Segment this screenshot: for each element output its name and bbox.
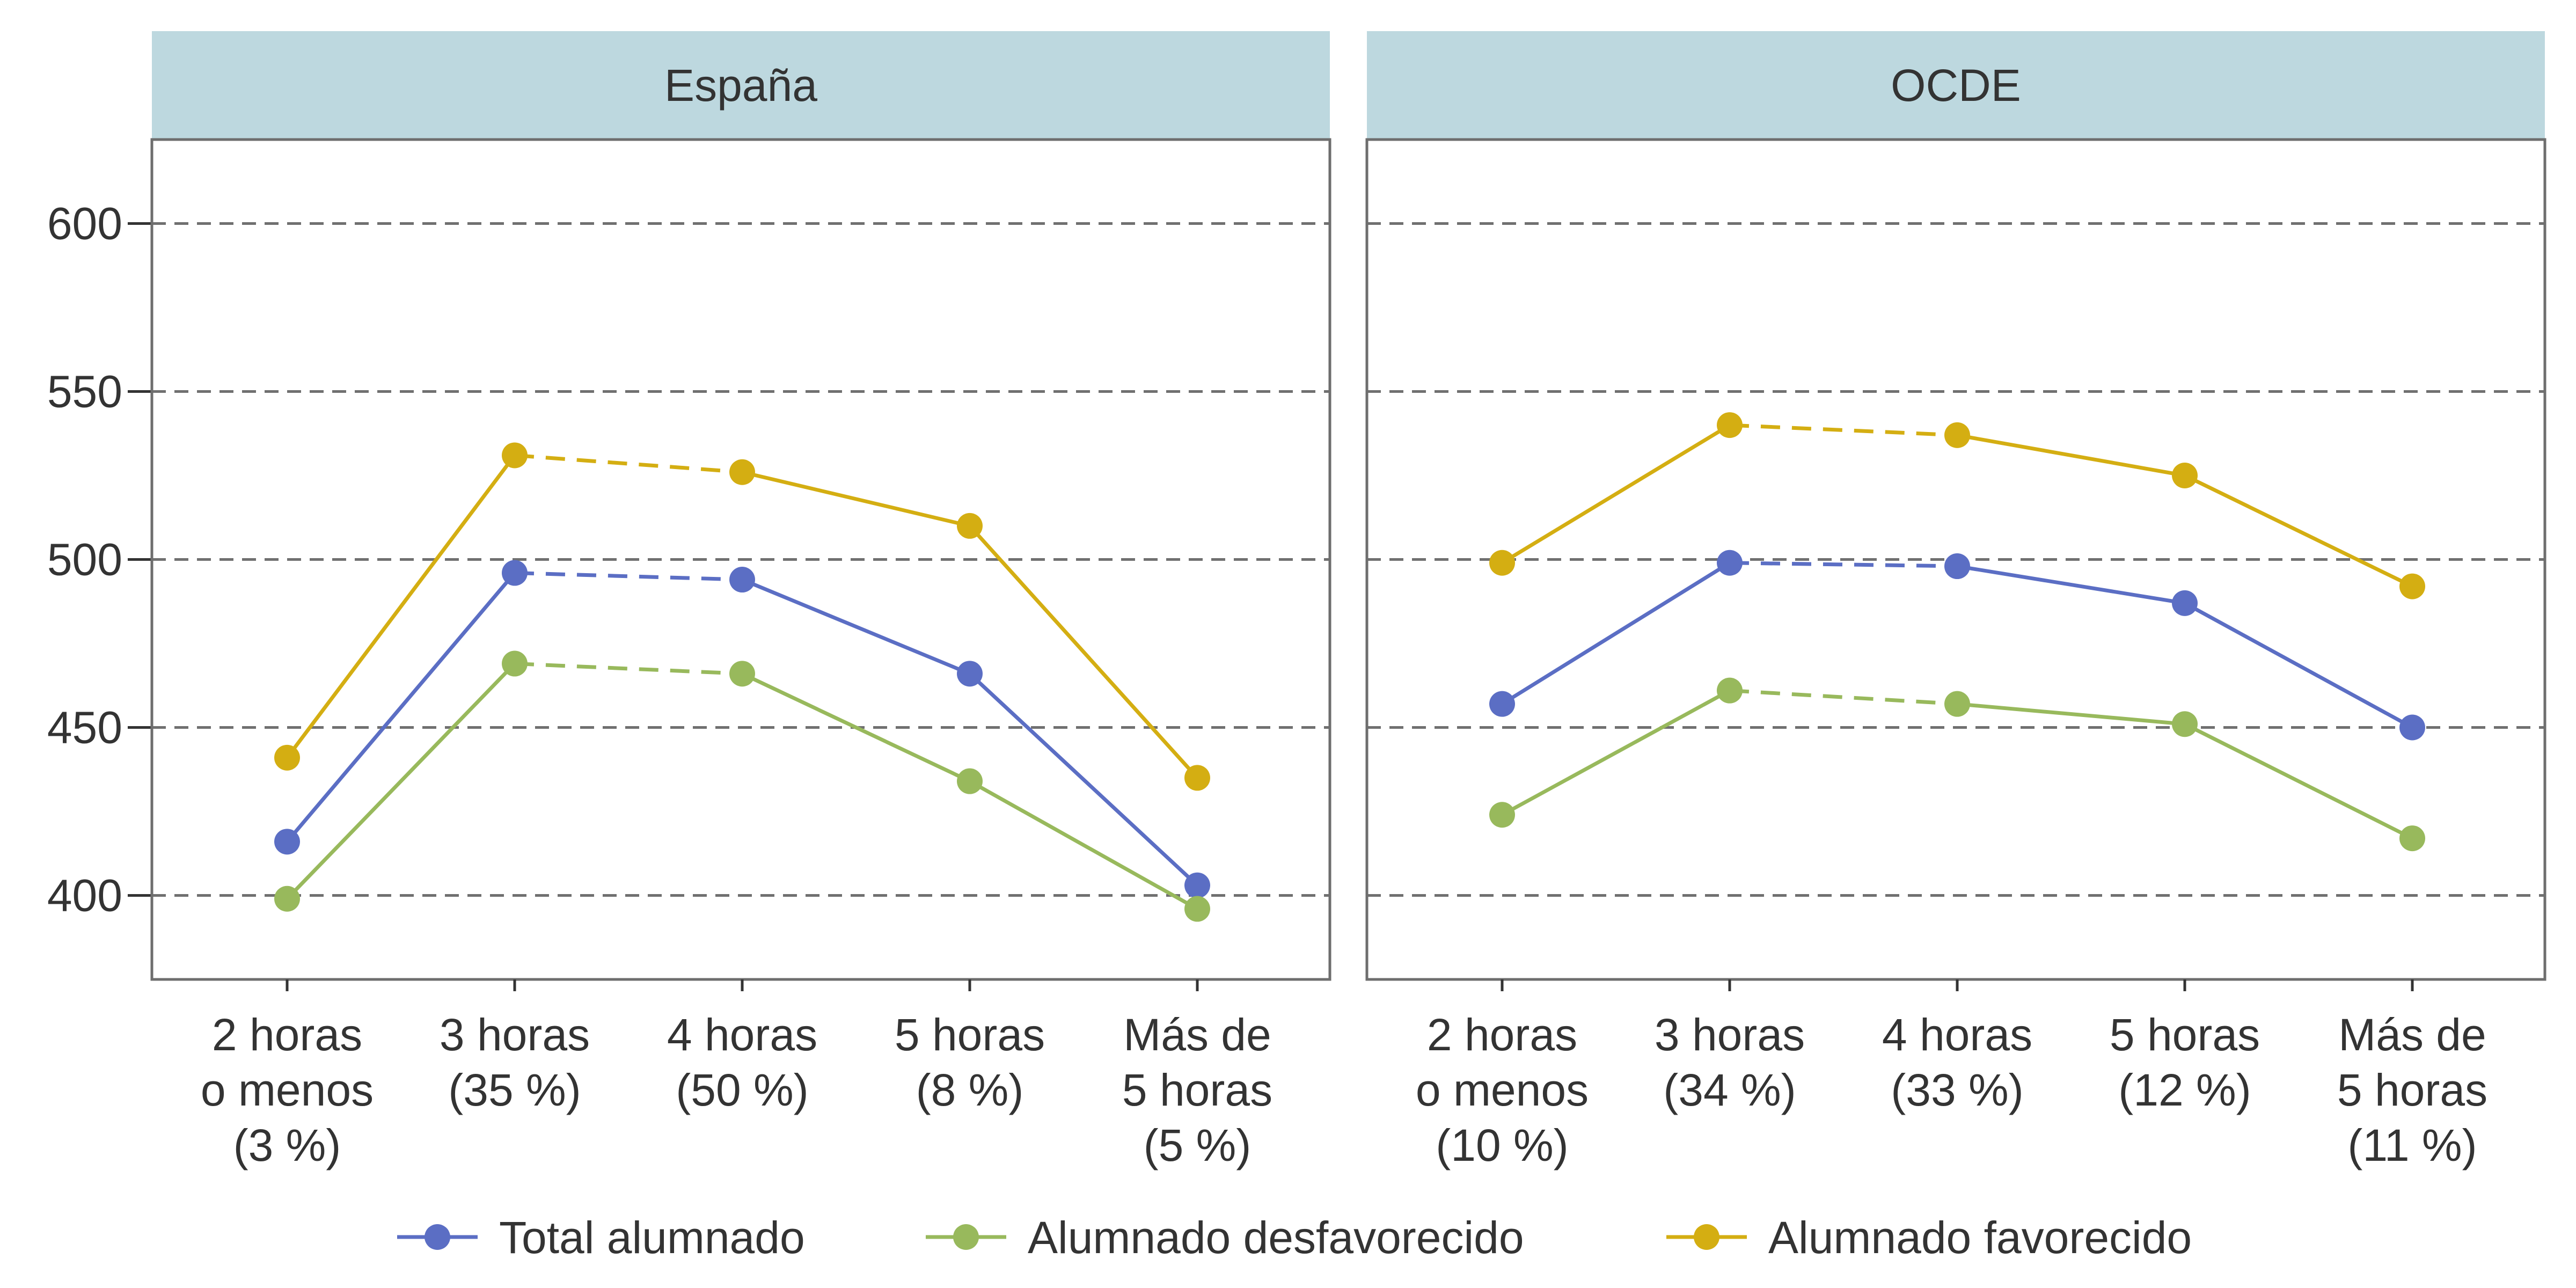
data-point-desfavorecido: [957, 768, 983, 794]
legend-label-total: Total alumnado: [499, 1212, 805, 1263]
x-category-label: 3 horas: [440, 1009, 590, 1060]
legend-label-desfavorecido: Alumnado desfavorecido: [1028, 1212, 1524, 1263]
panel-strip: [152, 31, 1330, 140]
x-category-label: 2 horas: [1427, 1009, 1577, 1060]
data-point-total: [1717, 550, 1743, 576]
data-point-favorecido: [1489, 550, 1515, 576]
x-category-label: 5 horas: [895, 1009, 1045, 1060]
series-line-favorecido: [1957, 433, 2185, 478]
series-line-total: [1957, 564, 2185, 605]
series-line-desfavorecido: [1729, 689, 1958, 706]
series-line-desfavorecido: [969, 779, 1198, 911]
x-category-label: (11 %): [2347, 1120, 2477, 1170]
panel-title: España: [664, 60, 817, 111]
series-line-desfavorecido: [2184, 722, 2413, 840]
data-point-total: [1944, 553, 1970, 580]
data-point-desfavorecido: [1717, 677, 1743, 704]
data-point-desfavorecido: [1184, 896, 1210, 922]
data-point-total: [502, 560, 528, 586]
series-line-favorecido: [1501, 423, 1731, 565]
data-point-favorecido: [274, 744, 300, 771]
data-point-total: [2399, 714, 2425, 741]
series-line-favorecido: [968, 524, 1199, 779]
data-point-total: [729, 567, 755, 593]
data-point-desfavorecido: [502, 650, 528, 677]
data-point-favorecido: [1717, 412, 1743, 438]
series-line-total: [741, 577, 971, 676]
series-line-total: [286, 572, 516, 843]
x-category-label: 4 horas: [1882, 1009, 2032, 1060]
x-category-label: (10 %): [1436, 1120, 1568, 1170]
data-point-desfavorecido: [274, 885, 300, 912]
x-category-label: (33 %): [1891, 1065, 2023, 1115]
x-category-label: (34 %): [1663, 1065, 1796, 1115]
legend: Total alumnado Alumnado desfavorecido Alum…: [397, 1212, 2192, 1263]
data-point-total: [274, 829, 300, 855]
y-tick-label: 550: [47, 367, 122, 417]
legend-key-point-desfavorecido: [953, 1224, 979, 1250]
data-point-total: [1184, 872, 1210, 898]
data-point-total: [957, 661, 983, 687]
series-line-favorecido: [742, 470, 970, 528]
x-category-label: 5 horas: [1122, 1065, 1272, 1115]
series-line-desfavorecido: [1501, 689, 1731, 817]
x-category-label: (5 %): [1144, 1120, 1252, 1170]
data-point-desfavorecido: [1489, 802, 1515, 828]
x-category-label: 4 horas: [667, 1009, 817, 1060]
data-point-desfavorecido: [2172, 711, 2198, 737]
panel-strip: [1367, 31, 2545, 140]
data-point-favorecido: [1184, 765, 1210, 791]
x-category-label: (12 %): [2118, 1065, 2251, 1115]
x-category-label: (35 %): [448, 1065, 581, 1115]
series-line-total: [514, 571, 743, 582]
x-category-label: Más de: [2338, 1009, 2486, 1060]
x-category-label: 5 horas: [2337, 1065, 2487, 1115]
x-category-label: 5 horas: [2110, 1009, 2260, 1060]
x-category-label: 3 horas: [1655, 1009, 1805, 1060]
series-line-total: [2184, 601, 2413, 729]
series-line-favorecido: [286, 454, 516, 759]
data-point-favorecido: [2399, 573, 2425, 599]
data-point-favorecido: [957, 513, 983, 539]
data-point-desfavorecido: [2399, 825, 2425, 852]
series-line-total: [968, 672, 1199, 887]
data-point-favorecido: [729, 459, 755, 485]
x-category-label: 2 horas: [212, 1009, 362, 1060]
series-line-favorecido: [514, 453, 743, 474]
x-category-label: o menos: [201, 1065, 374, 1115]
y-tick-label: 450: [47, 702, 122, 753]
series-line-desfavorecido: [1957, 702, 2185, 726]
legend-key-point-favorecido: [1694, 1224, 1719, 1250]
series-line-desfavorecido: [286, 662, 516, 901]
y-tick-label: 400: [47, 870, 122, 921]
data-point-desfavorecido: [1944, 691, 1970, 717]
data-point-favorecido: [1944, 422, 1970, 448]
x-category-label: (3 %): [233, 1120, 341, 1170]
panel-title: OCDE: [1891, 60, 2021, 111]
legend-key-point-total: [425, 1224, 450, 1250]
x-category-label: (50 %): [676, 1065, 808, 1115]
x-category-label: o menos: [1416, 1065, 1589, 1115]
series-line-favorecido: [1729, 423, 1958, 437]
x-category-label: Más de: [1123, 1009, 1271, 1060]
series-line-desfavorecido: [514, 662, 743, 676]
data-point-total: [2172, 590, 2198, 616]
series-line-total: [1729, 561, 1958, 568]
series-line-favorecido: [2184, 473, 2413, 588]
x-category-label: (8 %): [916, 1065, 1024, 1115]
y-tick-label: 600: [47, 199, 122, 249]
series-line-total: [1501, 561, 1731, 706]
legend-label-favorecido: Alumnado favorecido: [1768, 1212, 2192, 1263]
data-point-favorecido: [2172, 463, 2198, 488]
data-point-desfavorecido: [729, 661, 755, 687]
data-point-total: [1489, 691, 1515, 717]
data-point-favorecido: [502, 442, 528, 469]
series-line-desfavorecido: [741, 672, 971, 783]
y-tick-label: 500: [47, 535, 122, 585]
